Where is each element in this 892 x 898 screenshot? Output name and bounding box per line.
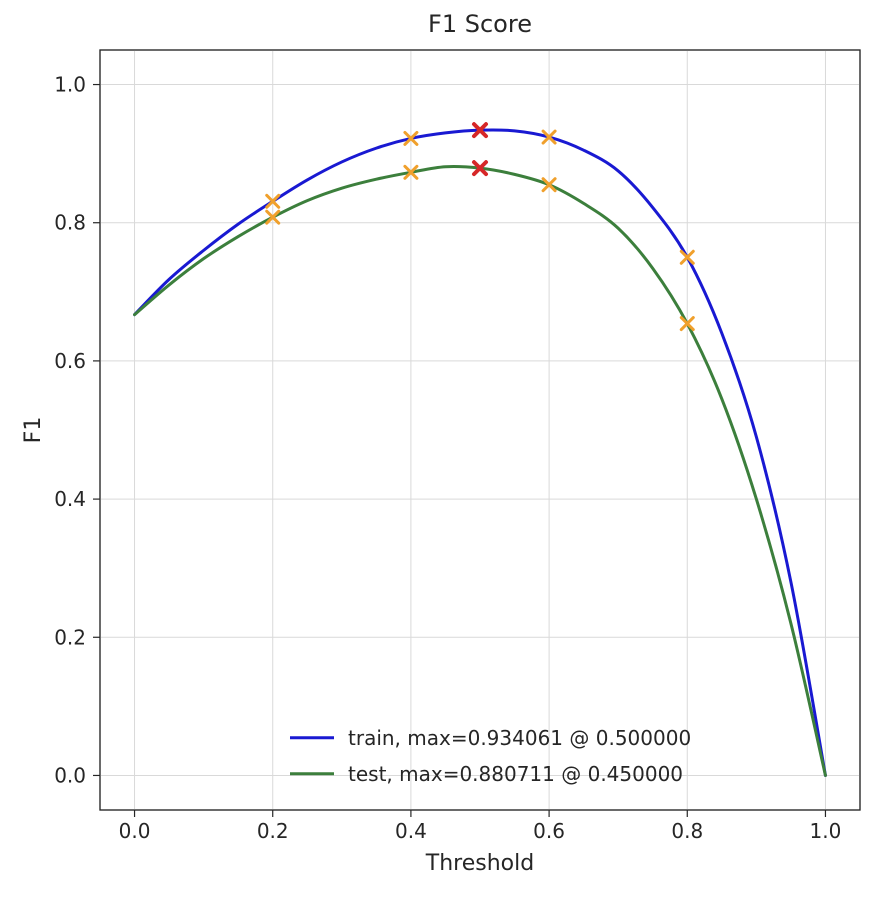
chart-title: F1 Score [428, 10, 532, 38]
y-tick-label: 1.0 [54, 73, 86, 97]
chart-container: { "chart": { "type": "line", "title": "F… [0, 0, 892, 898]
y-tick-label: 0.4 [54, 487, 86, 511]
x-tick-label: 1.0 [810, 819, 842, 843]
y-tick-label: 0.8 [54, 211, 86, 235]
y-axis-label: F1 [21, 417, 46, 444]
x-tick-label: 0.0 [119, 819, 151, 843]
y-tick-label: 0.0 [54, 763, 86, 787]
x-tick-label: 0.6 [533, 819, 565, 843]
y-tick-label: 0.2 [54, 625, 86, 649]
y-tick-label: 0.6 [54, 349, 86, 373]
x-axis-label: Threshold [425, 851, 534, 876]
f1-score-chart: 0.0 0.2 0.4 0.6 0.8 1.0 0.0 0.2 0.4 0.6 0.8 1.0 Thre… [0, 0, 892, 898]
legend-label-train: train, max=0.934061 @ 0.500000 [348, 726, 691, 750]
legend-label-test: test, max=0.880711 @ 0.450000 [348, 762, 683, 786]
plot-area [100, 50, 860, 810]
x-tick-label: 0.8 [671, 819, 703, 843]
x-tick-label: 0.2 [257, 819, 289, 843]
x-tick-label: 0.4 [395, 819, 427, 843]
